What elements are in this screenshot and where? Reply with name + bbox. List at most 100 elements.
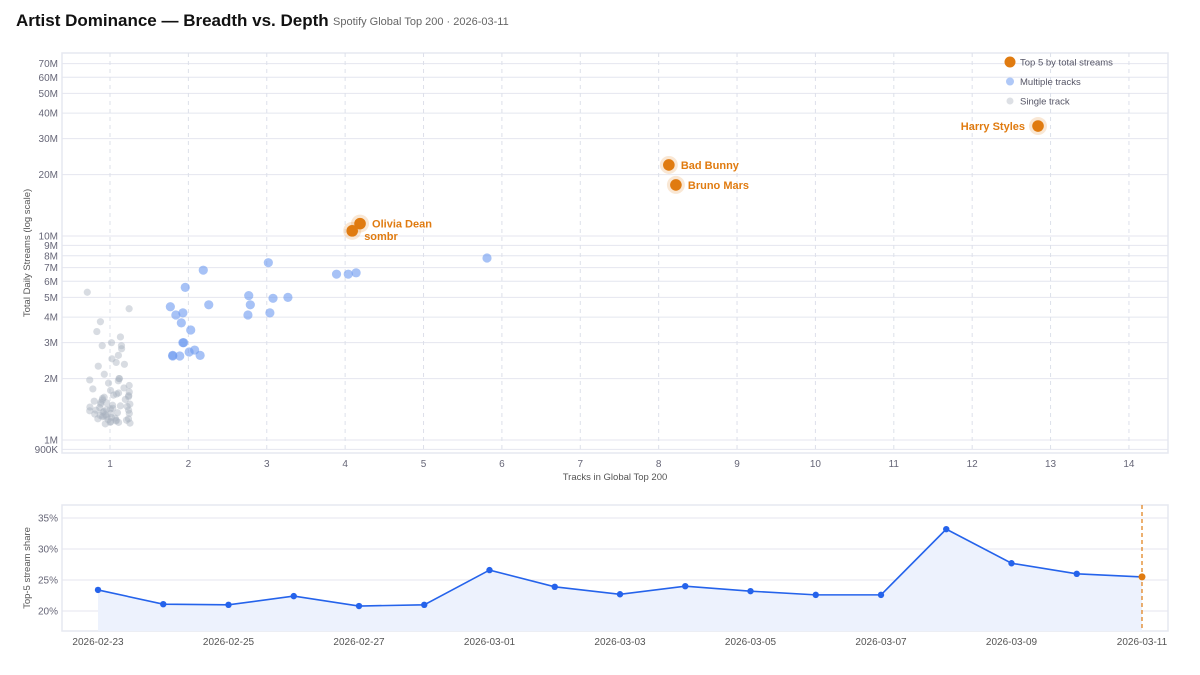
y-tick-label: 20%	[38, 607, 58, 618]
single-track-point	[98, 394, 107, 402]
multiple-track-point	[195, 350, 205, 360]
x-tick-label: 2026-03-01	[464, 637, 516, 648]
multiple-track-point	[283, 292, 293, 303]
x-tick-label: 2026-03-07	[855, 637, 907, 648]
single-track-point	[114, 351, 122, 359]
single-track-point	[108, 355, 116, 363]
single-track-point	[101, 420, 109, 428]
multiple-track-point	[198, 265, 208, 275]
x-tick-label: 1	[107, 459, 113, 470]
single-track-point	[96, 318, 105, 326]
single-track-point	[124, 406, 133, 414]
y-axis-label: Top-5 stream share	[22, 527, 33, 609]
top5-point	[670, 179, 682, 191]
share-point	[747, 587, 754, 595]
share-point	[355, 602, 363, 610]
share-point	[551, 583, 558, 591]
top5-label: Olivia Dean	[372, 219, 432, 231]
y-tick-label: 6M	[44, 277, 58, 288]
single-track-point	[98, 342, 106, 350]
y-tick-label: 3M	[44, 338, 58, 349]
share-point	[290, 592, 297, 600]
single-track-point	[93, 327, 101, 336]
top5-label: sombr	[364, 231, 398, 243]
multiple-track-point	[179, 338, 189, 348]
y-tick-label: 20M	[39, 170, 58, 181]
x-tick-label: 9	[734, 459, 740, 470]
legend-label: Multiple tracks	[1020, 77, 1081, 88]
single-track-point	[94, 415, 102, 423]
single-track-point	[114, 389, 123, 397]
y-tick-label: 40M	[39, 109, 58, 120]
share-point	[943, 525, 950, 533]
x-tick-label: 2	[186, 459, 192, 470]
multiple-track-point	[331, 269, 342, 279]
top5-label: Bad Bunny	[681, 160, 740, 172]
single-track-point	[104, 415, 112, 424]
x-tick-label: 8	[656, 459, 662, 470]
single-track-point	[97, 398, 105, 406]
y-tick-label: 8M	[44, 251, 58, 262]
single-track-point	[115, 374, 124, 383]
single-track-point	[106, 405, 115, 413]
top5-label: Harry Styles	[961, 121, 1025, 133]
x-tick-label: 2026-03-05	[725, 637, 777, 648]
y-tick-label: 9M	[44, 241, 58, 252]
single-track-point	[104, 379, 113, 387]
single-track-point	[106, 386, 115, 395]
x-tick-label: 4	[342, 459, 348, 470]
single-track-point	[121, 395, 129, 404]
y-tick-label: 30%	[38, 545, 58, 556]
share-point	[877, 591, 885, 599]
single-track-point	[100, 412, 108, 420]
single-track-point	[126, 419, 134, 427]
share-area	[98, 529, 1142, 631]
single-track-point	[107, 339, 116, 347]
single-track-point	[109, 391, 118, 399]
single-track-point	[106, 418, 114, 426]
share-point	[225, 601, 232, 608]
single-track-point	[109, 404, 117, 412]
single-track-point	[120, 384, 128, 392]
legend-label: Top 5 by total streams	[1020, 58, 1113, 69]
x-tick-label: 12	[967, 459, 979, 470]
top5-label: Bruno Mars	[688, 180, 749, 192]
single-track-point	[113, 409, 122, 417]
single-track-point	[123, 402, 131, 411]
single-track-point	[102, 405, 111, 414]
single-track-point	[124, 393, 133, 401]
top5-point	[1032, 120, 1044, 132]
multiple-track-point	[265, 308, 275, 318]
single-track-point	[107, 409, 115, 418]
y-tick-label: 5M	[44, 293, 58, 304]
single-track-point	[100, 393, 108, 401]
single-track-point	[83, 288, 91, 296]
single-track-point	[112, 417, 120, 425]
top5-point	[354, 217, 366, 230]
x-tick-label: 5	[421, 459, 427, 470]
single-track-point	[92, 406, 100, 414]
multiple-track-point	[176, 318, 186, 328]
multiple-track-point	[171, 310, 181, 320]
single-track-point	[100, 370, 108, 378]
y-tick-label: 900K	[35, 445, 59, 456]
top5-point	[663, 159, 675, 171]
x-tick-label: 2026-02-25	[203, 637, 255, 648]
single-track-point	[103, 399, 111, 407]
multiple-track-point	[186, 325, 196, 335]
single-track-point	[112, 390, 121, 398]
single-track-point	[125, 305, 133, 313]
multiple-track-point	[180, 282, 190, 292]
single-track-point	[98, 413, 106, 421]
single-track-point	[102, 411, 110, 419]
multiple-track-point	[204, 300, 214, 310]
single-track-point	[100, 407, 108, 416]
x-tick-label: 2026-03-11	[1117, 637, 1168, 648]
multiple-track-point	[165, 302, 175, 312]
single-track-point	[109, 401, 117, 409]
x-tick-label: 10	[810, 459, 822, 470]
share-point	[94, 586, 102, 594]
y-tick-label: 60M	[39, 73, 58, 84]
y-tick-label: 30M	[39, 134, 58, 145]
